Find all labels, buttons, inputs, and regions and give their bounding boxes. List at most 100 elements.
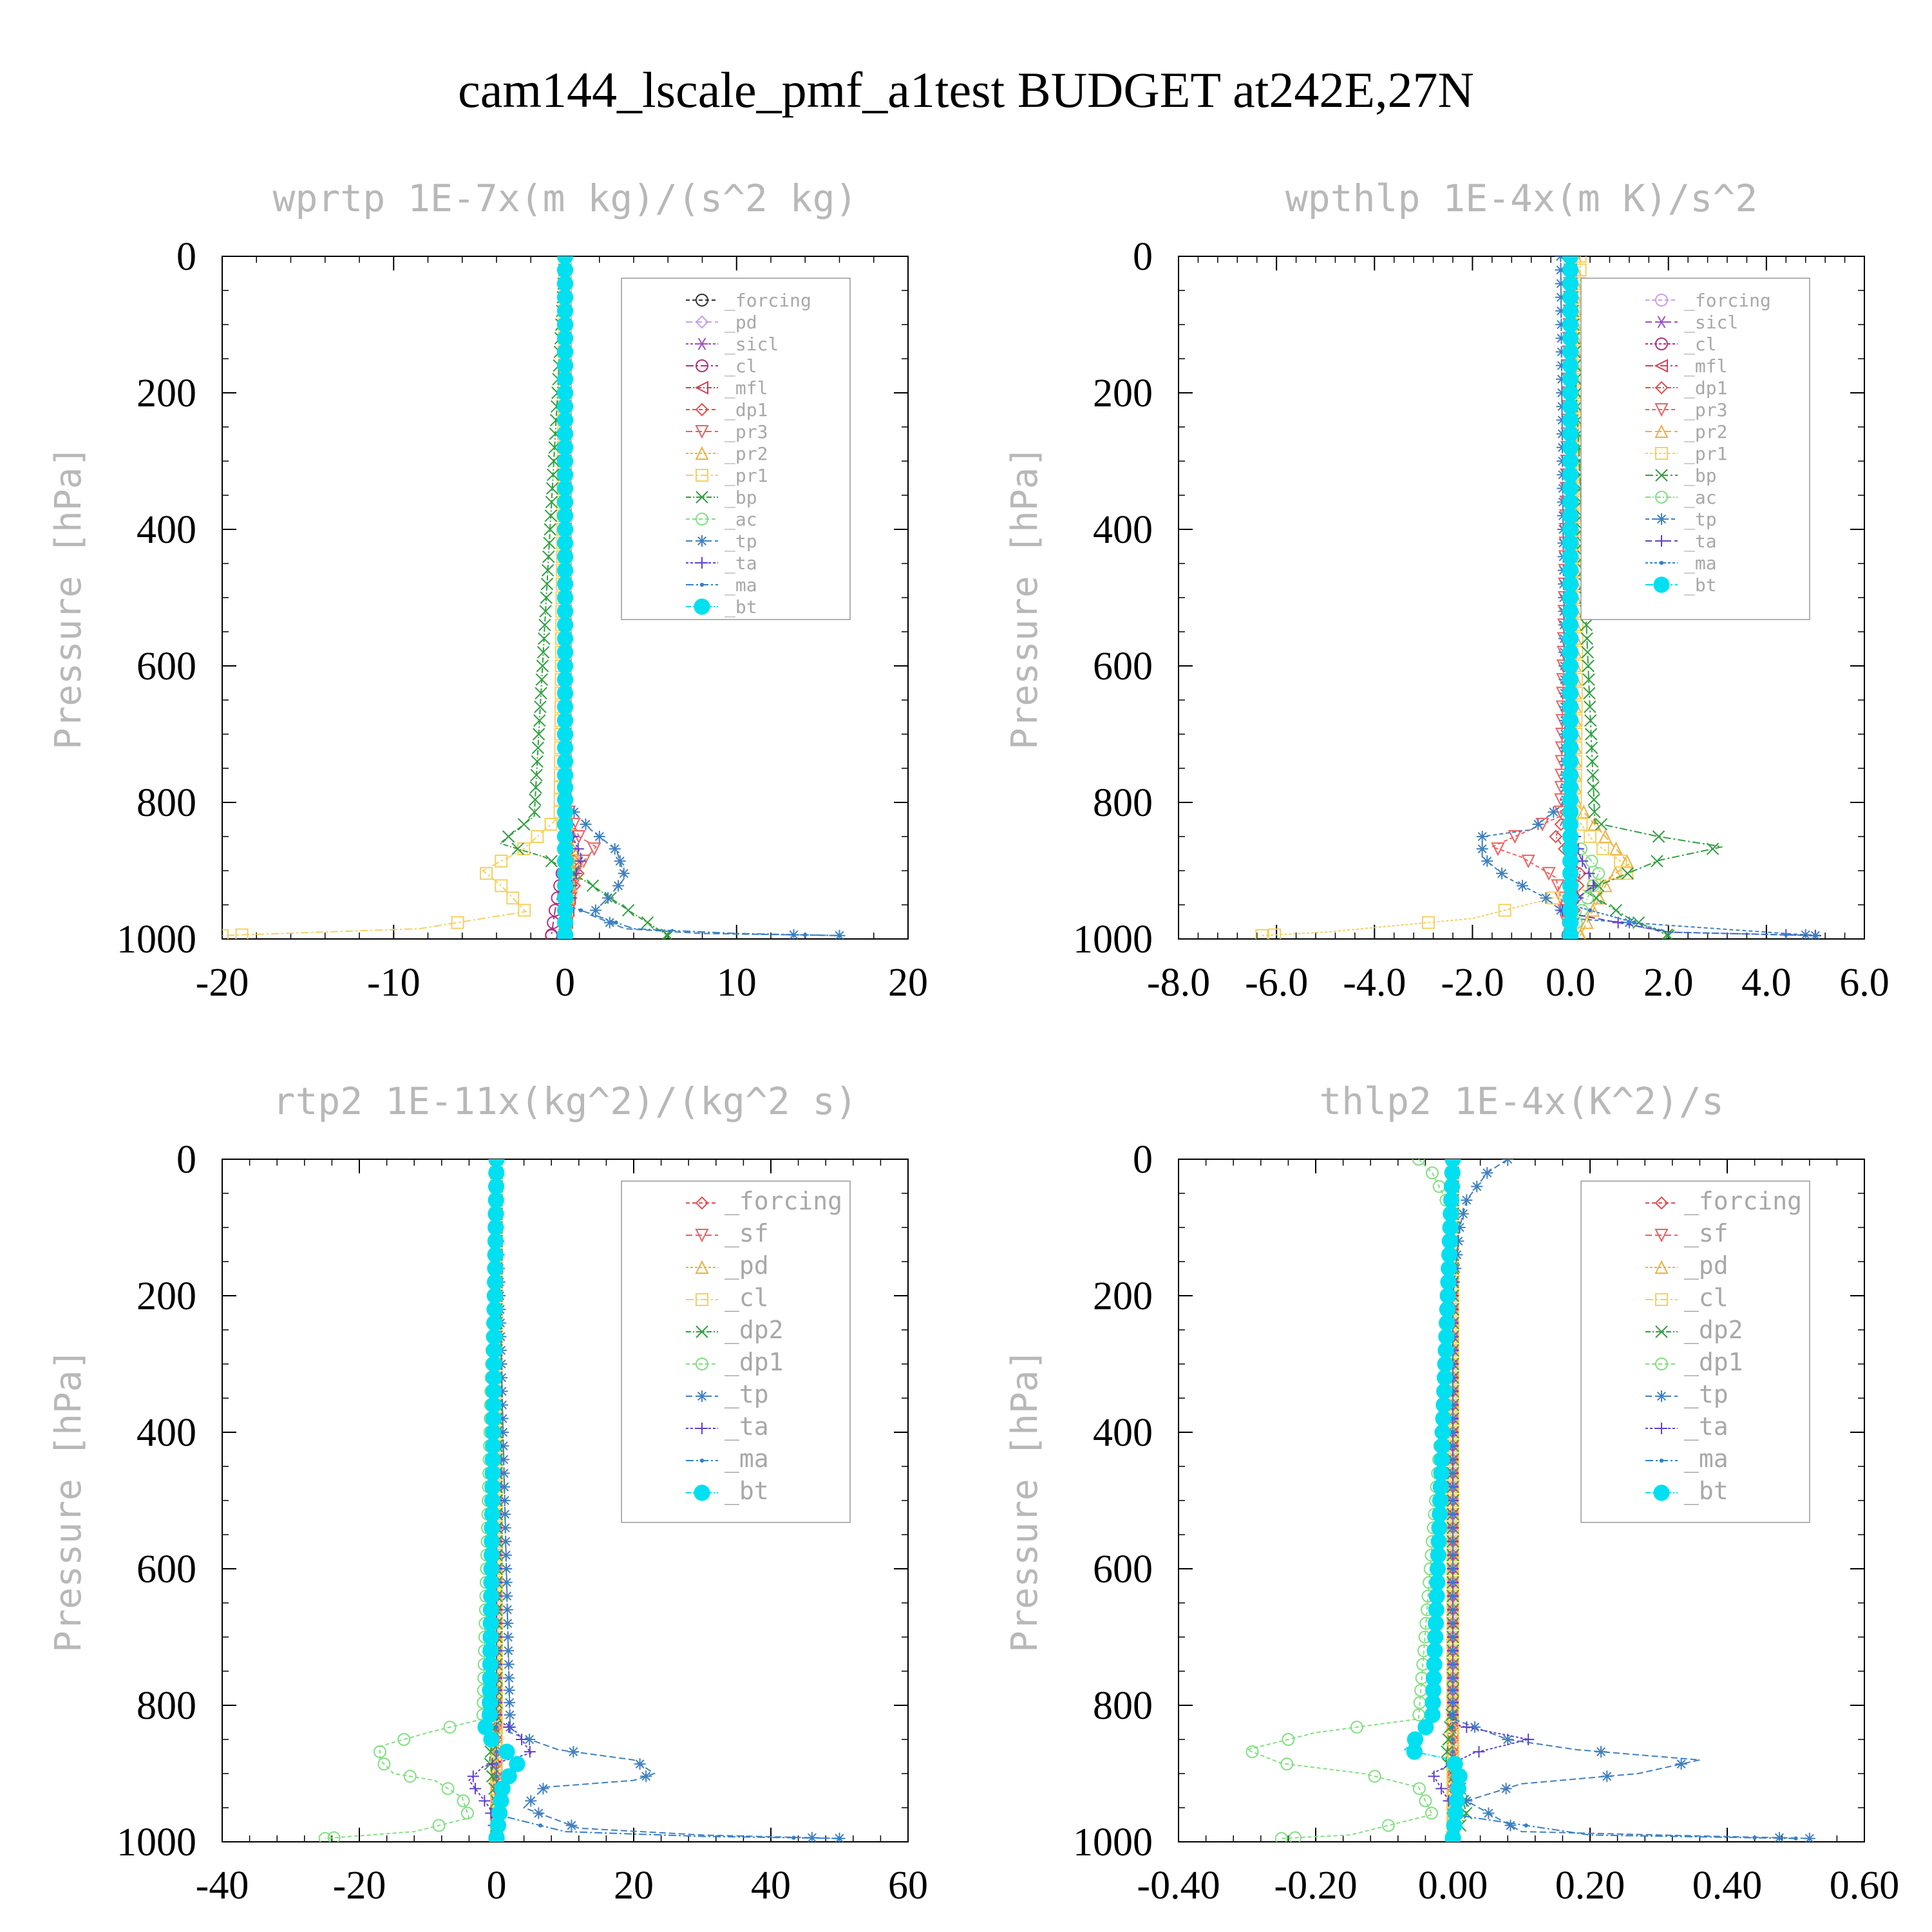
x-tick-label: 6.0: [1839, 961, 1889, 1005]
series-tp-point: [502, 1631, 514, 1643]
series-bt-point: [1562, 535, 1579, 551]
series-bp-point: [1652, 830, 1665, 843]
series-bt-point: [1446, 1817, 1463, 1834]
legend-marker: [695, 446, 709, 460]
legend-item: _mfl: [686, 377, 768, 399]
legend-marker: [696, 359, 708, 372]
y-tick-label: 600: [1093, 1548, 1153, 1591]
legend-marker: [1654, 424, 1669, 438]
series-bt-point: [486, 1329, 503, 1345]
series-ma-point: [1784, 933, 1788, 937]
legend-label: _tp: [1684, 509, 1717, 531]
series-pr1-point: [1596, 842, 1609, 856]
series-bt-point: [1446, 1756, 1463, 1772]
series-ma-point: [1450, 1676, 1455, 1680]
series-bt-point: [1425, 1694, 1441, 1711]
series-ma-point: [1794, 1836, 1798, 1841]
series-bt-point: [488, 1192, 504, 1209]
chart-panel-4: thlp2 1E-4x(K^2)/s Pressure [hPa] -0.40 -0.…: [1004, 1079, 1899, 1908]
legend-marker: [1653, 576, 1670, 593]
series-tp-point: [1476, 843, 1488, 855]
series-pr1-point: [222, 929, 229, 939]
series-bt-point: [556, 439, 574, 456]
series-bt-point: [1435, 1397, 1452, 1414]
legend-item: _pd: [686, 312, 757, 334]
series-dp1-point: [1350, 1720, 1363, 1734]
series-tp-point: [497, 1412, 509, 1425]
legend-item: _ta: [686, 1412, 769, 1441]
series-bt-point: [1562, 865, 1579, 882]
series-bt-point: [484, 1533, 500, 1550]
x-tick-label: -4.0: [1343, 961, 1406, 1005]
legend: _forcing_sicl_cl_mfl_dp1_pr3_pr2_pr1_bp_…: [1580, 278, 1810, 620]
series-bt-point: [1562, 630, 1579, 647]
chart-panel-3: rtp2 1E-11x(kg^2)/(kg^2 s) Pressure [hPa]…: [48, 1079, 928, 1908]
series-bt-point: [556, 343, 574, 361]
series-bt-point: [556, 316, 574, 333]
series-bt-point: [1562, 804, 1579, 820]
series-bt-point: [1562, 289, 1579, 306]
legend-marker: [1659, 560, 1664, 565]
series-bp-point: [536, 646, 550, 659]
series-bt-point: [1451, 1768, 1468, 1785]
legend-item: _pd: [686, 1251, 769, 1280]
x-tick-label: 20: [614, 1864, 654, 1908]
series-tp-point: [603, 916, 616, 929]
series-bt-point: [1562, 712, 1579, 729]
series-ta-line: [1431, 1159, 1529, 1839]
legend-item: _tp: [1645, 509, 1717, 531]
series-ma-point: [803, 933, 808, 937]
legend-marker: [699, 582, 705, 587]
series-dp1-point: [1549, 829, 1563, 844]
series-dp1-point: [1368, 1770, 1381, 1783]
series-bt-point: [556, 548, 574, 565]
legend-item: _tp: [1645, 1380, 1728, 1409]
series-tp-point: [1504, 1819, 1517, 1832]
legend-marker: [694, 381, 708, 395]
series-bt-point: [1562, 927, 1579, 939]
legend-item: _bp: [1645, 465, 1717, 487]
series-dp2-point: [484, 1745, 497, 1758]
legend-label: _pd: [724, 312, 757, 334]
series-bt-point: [1406, 1743, 1423, 1760]
y-tick-label: 200: [1093, 372, 1153, 415]
series-dp1-point: [377, 1757, 391, 1771]
legend-label: _ac: [1684, 487, 1717, 509]
series-bt-point: [1432, 1506, 1448, 1522]
series-bp-point: [536, 659, 549, 672]
legend-marker: [1654, 381, 1669, 395]
series-bt-point: [484, 1492, 501, 1509]
y-tick-label: 0: [1133, 235, 1153, 279]
series-bt-point: [1406, 1731, 1424, 1748]
series-pr3-point: [1542, 867, 1556, 881]
legend-item: _pr3: [686, 421, 768, 443]
series-bp-point: [545, 855, 558, 867]
series-bt-point: [1562, 256, 1579, 265]
series-bp-point: [538, 618, 551, 632]
series-bt-point: [556, 303, 574, 319]
legend-label: _dp1: [724, 1348, 784, 1377]
series-ma-point: [1450, 1498, 1455, 1503]
legend-marker: [696, 1423, 708, 1434]
series-bp-point: [540, 591, 553, 604]
series-ma-point: [837, 933, 842, 938]
series-tp-point: [1555, 319, 1567, 330]
series-bp-point: [511, 842, 524, 855]
series-bp-point: [547, 468, 560, 481]
series-bt-point: [1426, 1642, 1443, 1659]
series-bp-point: [1588, 806, 1601, 819]
series-bt-point: [500, 1768, 517, 1785]
series-bp-point: [543, 536, 556, 549]
series-bt-point: [1417, 1719, 1434, 1736]
series-bt-point: [556, 603, 574, 620]
legend-marker: [1656, 1390, 1667, 1402]
series-bt-point: [1562, 466, 1579, 483]
legend-item: _mfl: [1645, 355, 1727, 377]
series-pr2-point: [1587, 817, 1602, 831]
series-bp-point: [544, 523, 556, 536]
series-pr1-point: [1498, 904, 1511, 917]
series-tp-point: [609, 843, 621, 855]
series-bt-point: [1437, 1356, 1454, 1372]
series-bt-point: [486, 1369, 502, 1386]
legend-label: _bp: [724, 487, 757, 509]
